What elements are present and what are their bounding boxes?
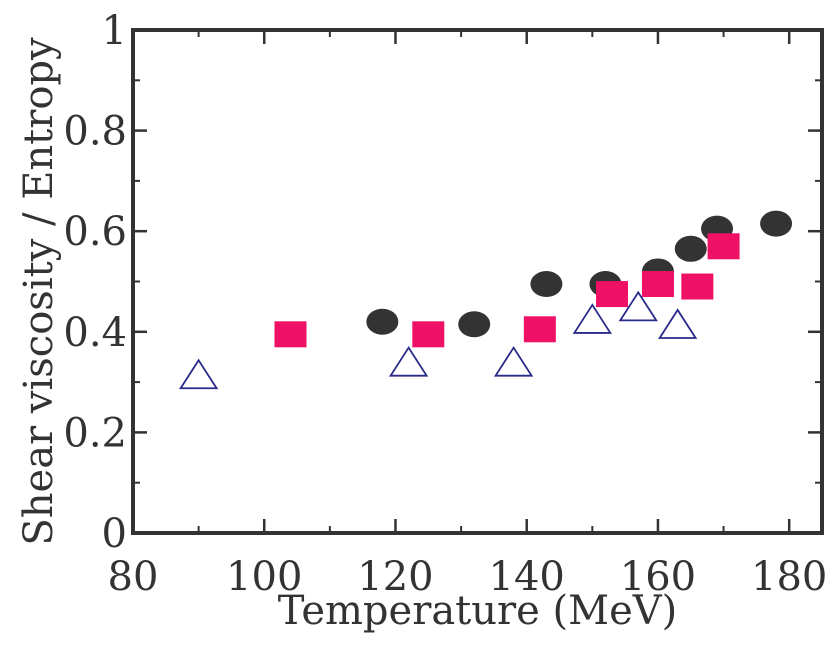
- data-point-square: [681, 273, 714, 300]
- data-point-circle: [530, 271, 563, 298]
- y-tick-label: 0.6: [63, 209, 127, 255]
- y-tick-label: 0.4: [63, 310, 127, 356]
- x-tick-label: 180: [751, 554, 827, 600]
- data-point-triangle: [572, 303, 612, 334]
- series-3: [178, 290, 698, 390]
- data-point-triangle: [178, 358, 219, 390]
- data-point-square: [707, 233, 740, 260]
- series-1: [366, 210, 793, 338]
- data-point-square: [641, 271, 674, 298]
- data-point-triangle: [493, 346, 534, 377]
- y-tick-label: 1: [102, 8, 127, 54]
- data-point-square: [274, 321, 307, 348]
- series-2: [274, 233, 740, 348]
- x-axis-label: Temperature (MeV): [278, 588, 678, 634]
- data-point-triangle: [657, 308, 698, 339]
- data-point-circle: [760, 210, 793, 237]
- ticks-group: [131, 28, 822, 535]
- y-tick-label: 0.2: [63, 410, 127, 456]
- data-point-square: [412, 321, 445, 348]
- data-point-circle: [458, 311, 491, 338]
- data-point-triangle: [388, 346, 429, 377]
- y-axis-label: Shear viscosity / Entropy: [16, 37, 62, 546]
- y-tick-label: 0: [102, 511, 127, 557]
- data-point-square: [523, 316, 556, 343]
- x-tick-label: 80: [108, 554, 159, 600]
- x-tick-label: 160: [620, 554, 696, 600]
- plot-frame-group: [131, 28, 824, 535]
- x-tick-label: 140: [489, 554, 565, 600]
- tick-labels-group: 80 100 120 140 160 180 0 0.2 0.4 0.6 0.8 1: [63, 8, 827, 600]
- y-tick-label: 0.8: [63, 109, 127, 155]
- data-point-circle: [674, 235, 707, 262]
- data-points-group: [178, 210, 793, 390]
- x-tick-label: 100: [226, 554, 302, 600]
- plot-frame: [131, 28, 824, 535]
- x-tick-label: 120: [357, 554, 433, 600]
- data-point-triangle: [618, 290, 658, 322]
- data-point-circle: [366, 308, 399, 335]
- data-point-square: [596, 281, 629, 308]
